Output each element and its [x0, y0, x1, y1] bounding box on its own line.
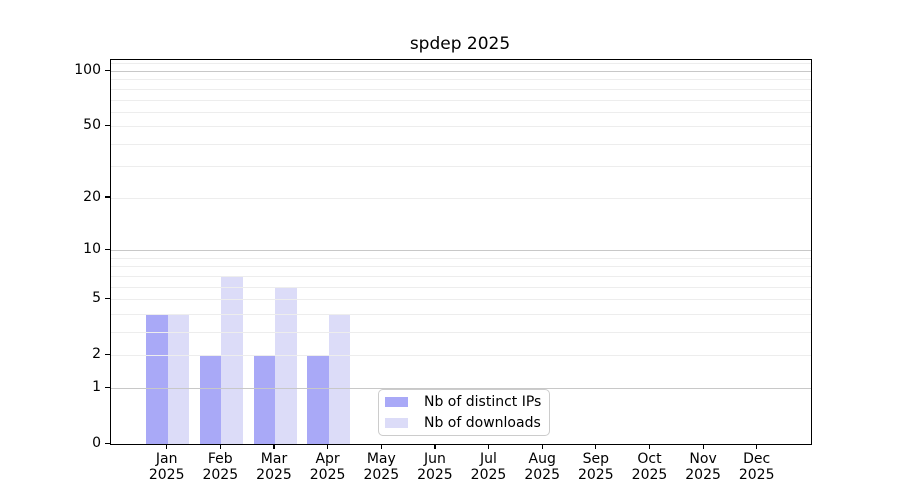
gridline-minor-90: [111, 79, 811, 81]
y-tick-mark-1: [105, 386, 110, 388]
y-tick-label-50: 50: [83, 117, 101, 134]
x-tick-mark-may: [380, 444, 382, 450]
gridline-minor-50: [111, 126, 811, 128]
x-tick-mark-dec: [756, 444, 758, 450]
bar-downloads-jan: [167, 313, 190, 444]
y-tick-label-2: 2: [92, 346, 101, 363]
chart-title: spdep 2025: [409, 34, 511, 54]
y-tick-mark-2: [105, 353, 110, 355]
legend-label-downloads: Nb of downloads: [424, 414, 541, 431]
x-tick-label-oct: Oct 2025: [631, 451, 668, 483]
x-tick-label-jun: Jun 2025: [417, 451, 453, 483]
bar-distinct-ips-feb: [199, 355, 222, 444]
bar-downloads-mar: [275, 286, 297, 444]
x-tick-mark-oct: [648, 444, 651, 450]
gridline-major-1: [111, 388, 811, 389]
legend-item-downloads: Nb of downloads: [385, 415, 549, 432]
y-tick-mark-10: [105, 248, 110, 250]
gridline-minor-30: [111, 166, 811, 168]
x-tick-label-sep: Sep 2025: [577, 451, 614, 483]
x-tick-label-may: May 2025: [363, 451, 400, 483]
x-tick-label-feb: Feb 2025: [202, 451, 239, 483]
bar-downloads-apr: [328, 313, 351, 444]
x-tick-mark-jan: [166, 444, 168, 450]
x-tick-label-aug: Aug 2025: [524, 451, 560, 483]
bar-downloads-feb: [221, 275, 243, 444]
x-tick-mark-apr: [327, 444, 329, 450]
x-tick-mark-aug: [541, 444, 543, 450]
gridline-minor-40: [111, 143, 811, 145]
legend-swatch-downloads: [385, 418, 408, 428]
y-tick-label-20: 20: [83, 188, 101, 205]
gridline-minor-7: [111, 275, 811, 277]
gridline-minor-6: [111, 286, 811, 288]
gridline-major-100: [111, 71, 811, 72]
bar-distinct-ips-jan: [146, 313, 168, 444]
gridline-minor-5: [111, 299, 811, 301]
gridline-minor-9: [111, 257, 811, 259]
x-tick-mark-nov: [702, 444, 704, 450]
bar-distinct-ips-mar: [253, 355, 275, 444]
gridline-minor-8: [111, 266, 811, 268]
gridline-major-10: [111, 250, 811, 252]
y-tick-label-0: 0: [92, 435, 101, 451]
x-tick-label-apr: Apr 2025: [309, 451, 346, 483]
plot-area: [110, 59, 812, 445]
x-tick-mark-mar: [273, 444, 275, 450]
gridline-minor-110: [111, 63, 811, 65]
x-tick-label-nov: Nov 2025: [685, 451, 721, 483]
x-tick-mark-jun: [434, 444, 436, 450]
y-tick-mark-0: [105, 442, 110, 444]
gridline-minor-4: [111, 313, 811, 315]
y-tick-label-100: 100: [74, 62, 101, 78]
gridline-minor-80: [111, 88, 811, 90]
gridline-minor-70: [111, 99, 811, 101]
x-tick-label-jul: Jul 2025: [470, 451, 507, 483]
y-tick-label-10: 10: [83, 241, 101, 258]
legend-swatch-distinct-ips: [385, 397, 408, 407]
x-tick-mark-jul: [487, 444, 490, 450]
x-tick-label-dec: Dec 2025: [738, 451, 775, 483]
gridline-minor-20: [111, 197, 811, 199]
gridline-minor-2: [111, 355, 811, 357]
x-tick-mark-sep: [595, 444, 597, 450]
legend-label-distinct-ips: Nb of distinct IPs: [424, 393, 542, 410]
x-tick-label-jan: Jan 2025: [148, 451, 185, 483]
y-tick-mark-100: [105, 69, 110, 71]
y-tick-mark-20: [105, 196, 110, 198]
x-tick-label-mar: Mar 2025: [256, 451, 292, 483]
x-tick-mark-feb: [219, 444, 221, 450]
legend: Nb of distinct IPs Nb of downloads: [378, 389, 550, 436]
y-tick-label-5: 5: [92, 290, 101, 307]
bar-distinct-ips-apr: [307, 355, 329, 444]
y-tick-mark-5: [105, 297, 110, 299]
gridline-minor-60: [111, 111, 811, 113]
legend-item-distinct-ips: Nb of distinct IPs: [385, 394, 549, 411]
y-tick-mark-50: [105, 124, 110, 126]
gridline-minor-3: [111, 332, 811, 333]
y-tick-label-1: 1: [92, 379, 101, 395]
